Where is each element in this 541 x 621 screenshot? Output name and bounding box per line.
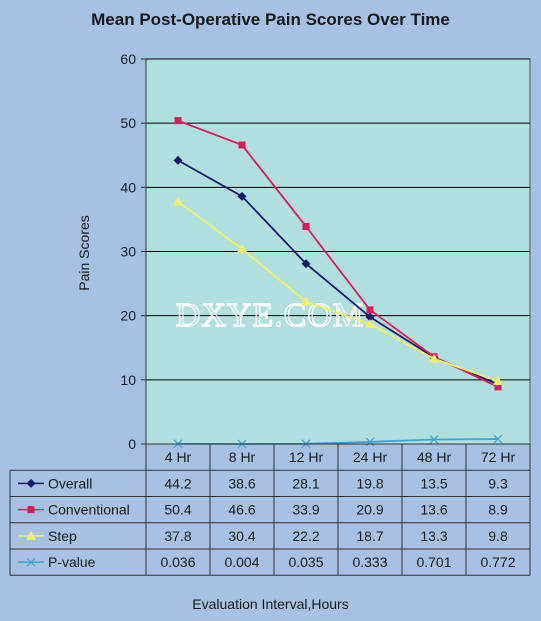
data-point-step (173, 196, 183, 206)
data-point-overall (365, 312, 375, 322)
data-label-step: 37.8 (164, 528, 191, 544)
data-point-conventional (174, 117, 182, 125)
data-point-overall (173, 155, 183, 165)
watermark-text: DXYE.COM (176, 297, 364, 334)
data-label-p-value: 0.701 (416, 554, 451, 570)
legend-key-marker-step (26, 530, 36, 540)
data-label-step: 18.7 (356, 528, 383, 544)
data-label-p-value: 0.036 (160, 554, 195, 570)
y-tick-label: 30 (120, 244, 136, 260)
legend-key-marker-conventional (27, 506, 35, 514)
y-tick-label: 0 (128, 436, 136, 452)
data-point-step (429, 353, 439, 363)
y-tick-label: 10 (120, 372, 136, 388)
legend-entry-p-value: P-value (48, 554, 96, 570)
x-category-label: 12 Hr (289, 449, 324, 465)
legend-entry-conventional: Conventional (48, 502, 130, 518)
legend-entry-overall: Overall (48, 475, 92, 491)
data-point-p-value (365, 437, 375, 447)
data-label-conventional: 50.4 (164, 502, 191, 518)
data-point-conventional (302, 222, 310, 230)
x-category-label: 72 Hr (481, 449, 516, 465)
data-label-conventional: 20.9 (356, 502, 383, 518)
y-tick-label: 60 (120, 51, 136, 67)
y-tick-label: 20 (120, 308, 136, 324)
x-axis-label: Evaluation Interval,Hours (192, 596, 349, 612)
legend-key-marker-p-value (26, 557, 36, 567)
x-category-label: 8 Hr (229, 449, 256, 465)
data-label-p-value: 0.772 (480, 554, 515, 570)
data-label-step: 22.2 (292, 528, 319, 544)
data-label-conventional: 8.9 (488, 502, 508, 518)
data-point-p-value (493, 434, 503, 444)
data-label-step: 9.8 (488, 528, 508, 544)
data-label-step: 30.4 (228, 528, 255, 544)
data-label-overall: 28.1 (292, 475, 319, 491)
data-point-conventional (494, 383, 502, 391)
legend-key-marker-overall (26, 478, 36, 488)
data-label-conventional: 13.6 (420, 502, 447, 518)
data-point-step (365, 319, 375, 329)
legend-entry-step: Step (48, 528, 77, 544)
data-label-step: 13.3 (420, 528, 447, 544)
data-point-step (237, 243, 247, 253)
data-point-p-value (429, 435, 439, 444)
x-category-label: 24 Hr (353, 449, 388, 465)
data-point-overall (301, 259, 311, 269)
data-label-overall: 9.3 (488, 475, 508, 491)
y-tick-label: 50 (120, 115, 136, 131)
data-label-p-value: 0.333 (352, 554, 387, 570)
data-label-overall: 44.2 (164, 475, 191, 491)
data-label-p-value: 0.004 (224, 554, 259, 570)
data-point-overall (237, 191, 247, 201)
data-point-step (301, 296, 311, 306)
series-line-step (177, 200, 499, 382)
x-category-label: 48 Hr (417, 449, 452, 465)
data-point-conventional (366, 306, 374, 314)
chart-title: Mean Post-Operative Pain Scores Over Tim… (91, 10, 450, 29)
data-label-overall: 19.8 (356, 475, 383, 491)
data-label-p-value: 0.035 (288, 554, 323, 570)
y-tick-label: 40 (120, 179, 136, 195)
data-label-conventional: 33.9 (292, 502, 319, 518)
data-point-conventional (238, 141, 246, 149)
data-point-step (493, 376, 503, 386)
x-category-label: 4 Hr (165, 449, 192, 465)
data-label-overall: 13.5 (420, 475, 447, 491)
data-label-overall: 38.6 (228, 475, 255, 491)
data-label-conventional: 46.6 (228, 502, 255, 518)
